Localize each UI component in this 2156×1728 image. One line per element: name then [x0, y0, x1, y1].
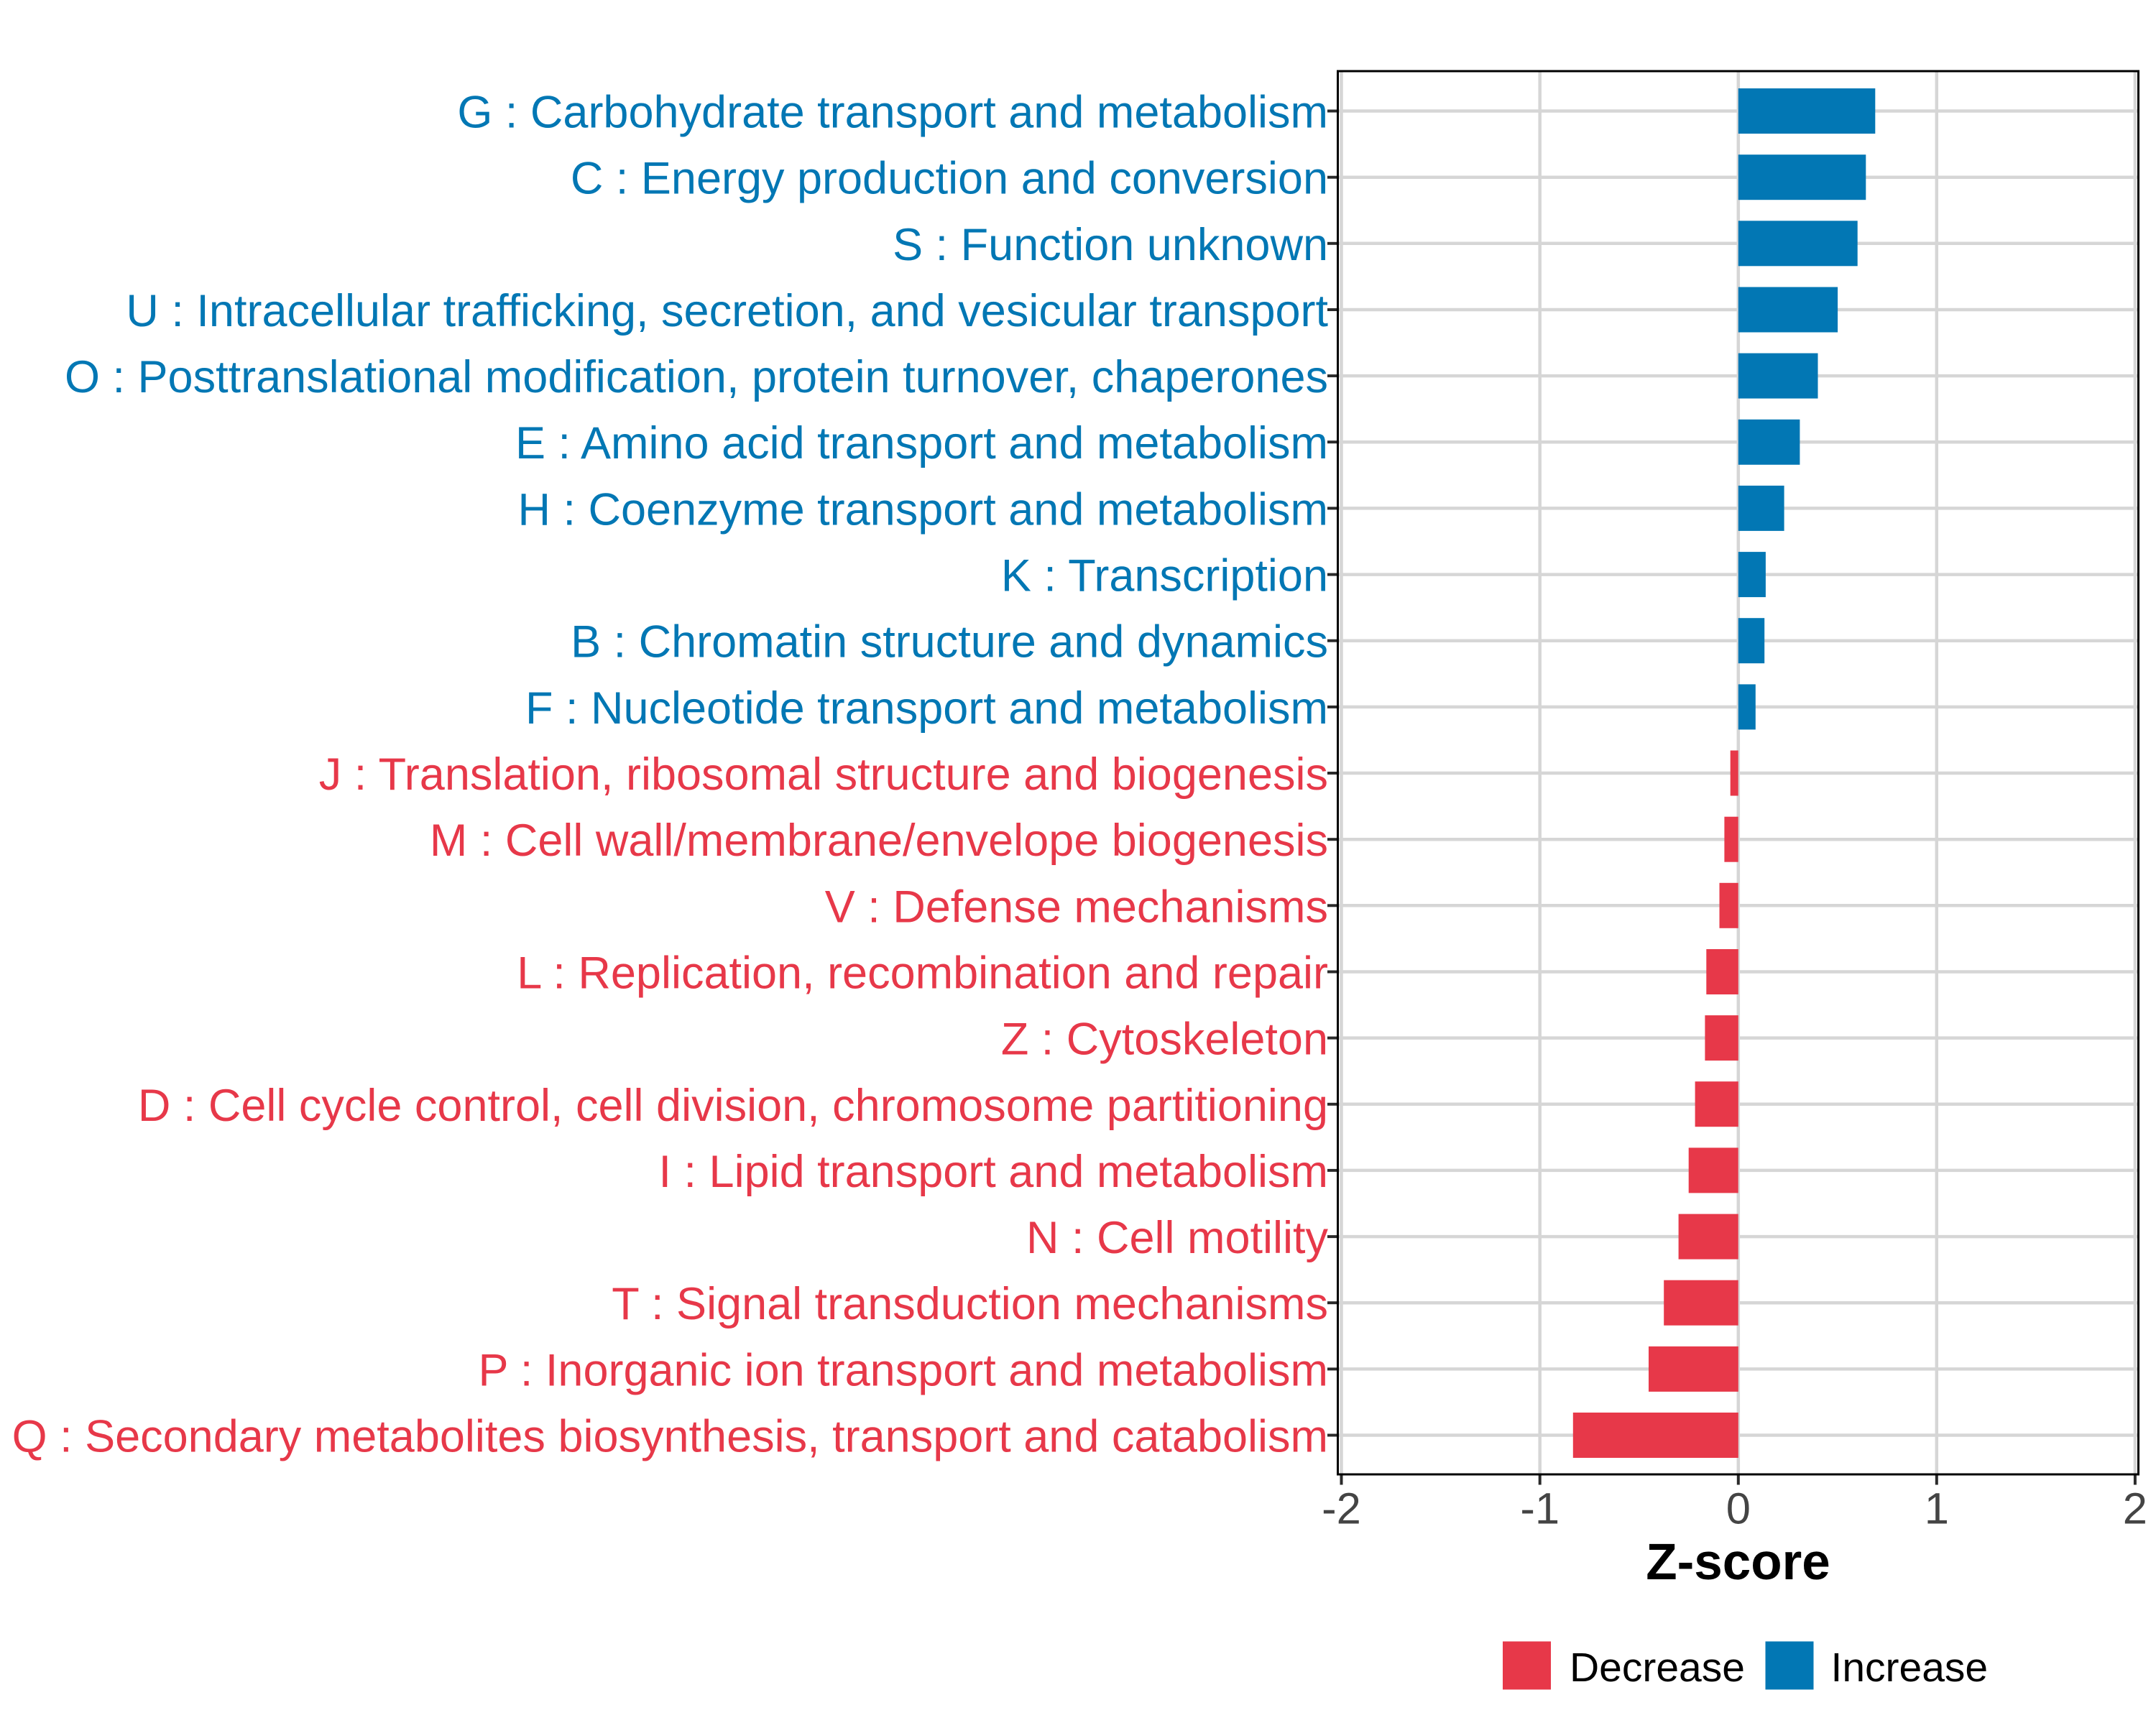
svg-text:C : Energy production and conv: C : Energy production and conversion — [571, 154, 1328, 204]
svg-text:S : Function unknown: S : Function unknown — [893, 220, 1328, 270]
svg-text:0: 0 — [1726, 1484, 1751, 1534]
svg-text:Q : Secondary metabolites bios: Q : Secondary metabolites biosynthesis, … — [12, 1412, 1328, 1462]
svg-text:K : Transcription: K : Transcription — [1001, 551, 1328, 601]
svg-text:B : Chromatin structure and dy: B : Chromatin structure and dynamics — [571, 617, 1328, 667]
svg-text:Increase: Increase — [1831, 1645, 1989, 1691]
svg-text:F : Nucleotide transport and m: F : Nucleotide transport and metabolism — [525, 683, 1328, 734]
svg-text:U : Intracellular trafficking,: U : Intracellular trafficking, secretion… — [126, 286, 1328, 336]
svg-text:G : Carbohydrate transport and: G : Carbohydrate transport and metabolis… — [457, 88, 1328, 138]
svg-text:T : Signal transduction mechan: T : Signal transduction mechanisms — [612, 1279, 1328, 1329]
svg-text:2: 2 — [2123, 1484, 2147, 1534]
svg-text:O : Posttranslational modifica: O : Posttranslational modification, prot… — [65, 352, 1328, 402]
svg-text:J : Translation, ribosomal str: J : Translation, ribosomal structure and… — [319, 749, 1328, 800]
svg-text:Z : Cytoskeleton: Z : Cytoskeleton — [1001, 1015, 1328, 1065]
svg-text:-1: -1 — [1520, 1484, 1560, 1534]
svg-text:1: 1 — [1925, 1484, 1949, 1534]
svg-text:L : Replication, recombination: L : Replication, recombination and repai… — [517, 948, 1328, 999]
svg-text:V : Defense mechanisms: V : Defense mechanisms — [825, 882, 1328, 932]
svg-text:N : Cell motility: N : Cell motility — [1026, 1213, 1329, 1263]
svg-text:-2: -2 — [1322, 1484, 1361, 1534]
svg-text:Z-score: Z-score — [1646, 1534, 1830, 1591]
svg-text:Decrease: Decrease — [1570, 1645, 1745, 1691]
svg-text:D : Cell cycle control, cell d: D : Cell cycle control, cell division, c… — [138, 1081, 1328, 1131]
svg-text:M : Cell wall/membrane/envelop: M : Cell wall/membrane/envelope biogenes… — [430, 816, 1328, 866]
svg-text:P : Inorganic ion transport an: P : Inorganic ion transport and metaboli… — [479, 1345, 1328, 1395]
svg-text:I : Lipid transport and metabo: I : Lipid transport and metabolism — [659, 1147, 1328, 1197]
svg-text:H : Coenzyme transport and met: H : Coenzyme transport and metabolism — [518, 484, 1328, 535]
svg-text:E : Amino acid transport and m: E : Amino acid transport and metabolism — [515, 418, 1328, 468]
